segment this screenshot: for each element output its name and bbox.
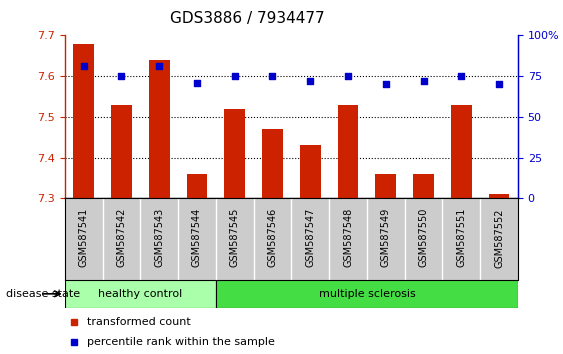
Text: transformed count: transformed count: [87, 317, 191, 327]
Bar: [338, 104, 359, 198]
Point: [343, 73, 352, 79]
Bar: [65, 280, 216, 308]
Text: healthy control: healthy control: [98, 289, 182, 299]
Text: GSM587541: GSM587541: [79, 208, 88, 267]
Text: GSM587545: GSM587545: [230, 208, 240, 267]
Text: GSM587552: GSM587552: [494, 208, 504, 268]
Point: [494, 81, 503, 87]
Text: disease state: disease state: [6, 289, 80, 299]
Bar: [376, 174, 396, 198]
Bar: [111, 104, 132, 198]
Text: GSM587548: GSM587548: [343, 208, 353, 267]
Bar: [186, 174, 207, 198]
Text: multiple sclerosis: multiple sclerosis: [319, 289, 415, 299]
Point: [419, 78, 428, 84]
Text: GSM587550: GSM587550: [418, 208, 428, 267]
Point: [457, 73, 466, 79]
Text: GSM587543: GSM587543: [154, 208, 164, 267]
Bar: [149, 60, 169, 198]
Point: [306, 78, 315, 84]
Bar: [489, 194, 510, 198]
Point: [268, 73, 277, 79]
Text: GDS3886 / 7934477: GDS3886 / 7934477: [171, 11, 325, 25]
Point: [155, 63, 164, 69]
Text: GSM587542: GSM587542: [117, 208, 127, 267]
Bar: [216, 280, 518, 308]
Point: [193, 80, 202, 85]
Bar: [300, 145, 320, 198]
Point: [117, 73, 126, 79]
Text: GSM587546: GSM587546: [267, 208, 278, 267]
Point: [79, 63, 88, 69]
Text: percentile rank within the sample: percentile rank within the sample: [87, 337, 275, 348]
Text: GSM587544: GSM587544: [192, 208, 202, 267]
Text: GSM587547: GSM587547: [305, 208, 315, 267]
Bar: [224, 109, 245, 198]
Point: [381, 81, 390, 87]
Bar: [451, 104, 472, 198]
Text: GSM587549: GSM587549: [381, 208, 391, 267]
Text: GSM587551: GSM587551: [456, 208, 466, 267]
Bar: [73, 44, 94, 198]
Bar: [413, 174, 434, 198]
Point: [230, 73, 239, 79]
Bar: [262, 129, 283, 198]
